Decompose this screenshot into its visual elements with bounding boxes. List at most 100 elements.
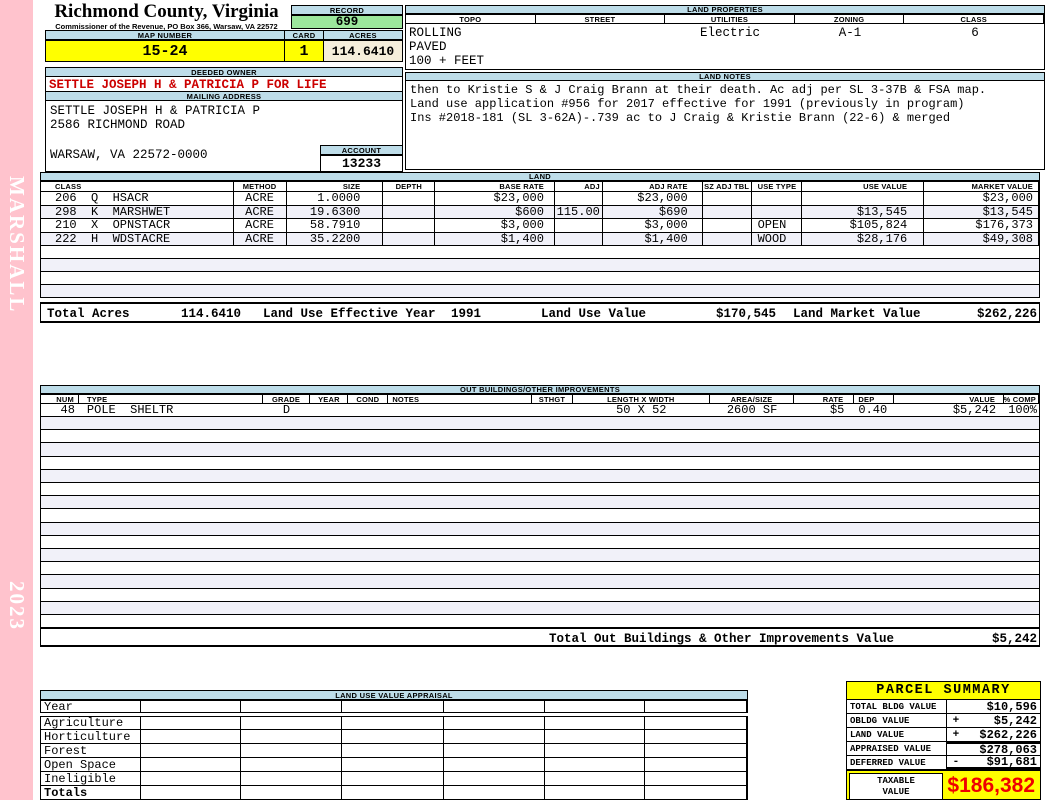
- land-use-appraisal-cell: [545, 730, 646, 743]
- land-column-header: ADJ RATE: [602, 182, 703, 191]
- parcel-summary-row-values: + $5,242: [947, 713, 1040, 728]
- class-value: 6: [971, 26, 979, 40]
- out-buildings-column-header: COND: [348, 395, 389, 403]
- land-properties-column-header: UTILITIES: [665, 15, 795, 23]
- out-buildings-column-header: GRADE: [262, 395, 311, 403]
- land-properties-box: [405, 24, 1045, 70]
- page-subtitle: Commissioner of the Revenue, PO Box 366,…: [55, 22, 278, 31]
- mailing-line: WARSAW, VA 22572-0000: [50, 148, 208, 162]
- land-cell: [383, 219, 436, 232]
- out-buildings-cell: 100%: [1008, 404, 1038, 416]
- land-market-value-label: Land Market Value: [793, 307, 921, 321]
- land-use-appraisal-cell: [645, 730, 747, 743]
- land-note: then to Kristie S & J Craig Brann at the…: [410, 83, 987, 97]
- land-cell: $28,176: [802, 232, 925, 245]
- parcel-summary-operator: +: [952, 714, 960, 727]
- out-buildings-empty-row: [40, 469, 1040, 483]
- card-label: CARD: [284, 30, 324, 40]
- land-properties-label: LAND PROPERTIES: [405, 5, 1045, 14]
- land-cell: $23,000: [603, 192, 703, 205]
- total-acres-value: 114.6410: [181, 307, 242, 321]
- out-buildings-column-header: VALUE: [894, 395, 1005, 403]
- out-buildings-empty-row: [40, 430, 1040, 444]
- land-cell: [555, 232, 603, 245]
- land-use-appraisal-cell: Forest: [41, 744, 141, 757]
- land-cell: WOOD: [752, 232, 803, 245]
- land-cell: 19.6300: [287, 205, 384, 218]
- out-buildings-column-header: LENGTH X WIDTH: [572, 395, 710, 403]
- land-use-appraisal-cell: [444, 744, 545, 757]
- land-use-appraisal-cell: [241, 772, 343, 785]
- land-properties-column-header: CLASS: [904, 15, 1044, 23]
- year-watermark: 2023: [5, 580, 29, 631]
- out-buildings-empty-row: [40, 509, 1040, 523]
- parcel-summary-value: $10,596: [986, 699, 1037, 714]
- land-use-appraisal-row: Horticulture: [40, 730, 748, 744]
- effective-year-label: Land Use Effective Year: [263, 307, 436, 321]
- land-use-value: $170,545: [715, 307, 776, 321]
- parcel-summary-row-label: TOTAL BLDG VALUE: [847, 700, 947, 713]
- parcel-summary-value: $278,063: [979, 742, 1037, 757]
- land-use-appraisal-label: LAND USE VALUE APPRAISAL: [40, 690, 748, 700]
- land-column-header: ADJ: [554, 182, 603, 191]
- parcel-summary-row: LAND VALUE + $262,226: [846, 728, 1041, 742]
- parcel-summary-operator: [947, 700, 965, 713]
- out-buildings-cell: $5: [829, 404, 845, 416]
- land-cell: [383, 232, 436, 245]
- land-use-appraisal-cell: Year: [41, 701, 141, 712]
- out-buildings-column-header: YEAR: [310, 395, 349, 403]
- record-value: 699: [291, 15, 403, 29]
- land-use-appraisal-row: Forest: [40, 744, 748, 758]
- land-table-row: 210 X OPNSTACR ACRE 58.7910 $3,000 $3,000 OPE…: [40, 219, 1040, 233]
- land-cell: [752, 205, 803, 218]
- land-cell: $105,824: [802, 219, 925, 232]
- out-buildings-column-header: % COMP: [1004, 395, 1040, 403]
- card-value: 1: [284, 40, 324, 62]
- land-properties-column-header: ZONING: [794, 15, 905, 23]
- land-market-value: $262,226: [976, 307, 1037, 321]
- land-totals-row: Total Acres 114.6410 Land Use Effective …: [40, 302, 1040, 323]
- land-cell: $23,000: [435, 192, 555, 205]
- parcel-summary-value: $5,242: [993, 713, 1037, 728]
- out-buildings-empty-row: [40, 443, 1040, 457]
- land-use-appraisal-cell: [141, 772, 242, 785]
- land-use-appraisal-cell: [545, 772, 646, 785]
- land-use-appraisal-cell: [444, 730, 545, 743]
- land-use-appraisal-row: Year: [40, 700, 748, 713]
- parcel-summary-row: APPRAISED VALUE $278,063: [846, 742, 1041, 757]
- out-buildings-total-row: Total Out Buildings & Other Improvements…: [40, 627, 1040, 647]
- land-cell: [383, 205, 436, 218]
- out-buildings-cell: D: [282, 404, 291, 416]
- land-cell: $1,400: [603, 232, 703, 245]
- land-cell: 115.00: [555, 205, 603, 218]
- land-column-header: MARKET VALUE: [924, 182, 1039, 191]
- land-cell: ACRE: [234, 205, 287, 218]
- land-properties-column-header: TOPO: [406, 15, 536, 23]
- land-cell: $176,373: [924, 219, 1039, 232]
- land-cell: [555, 219, 603, 232]
- out-buildings-column-header: AREA/SIZE: [709, 395, 795, 403]
- parcel-summary-operator: -: [952, 755, 960, 768]
- deeded-owner-value: SETTLE JOSEPH H & PATRICIA P FOR LIFE: [45, 76, 403, 92]
- zoning-value: A-1: [838, 26, 862, 40]
- land-use-appraisal-cell: [342, 786, 444, 799]
- land-table-row: 222 H WDSTACRE ACRE 35.2200 $1,400 $1,400 WOO…: [40, 232, 1040, 246]
- parcel-summary-row-label: APPRAISED VALUE: [847, 742, 947, 755]
- out-buildings-empty-row: [40, 535, 1040, 549]
- land-notes-box: then to Kristie S & J Craig Brann at the…: [405, 81, 1045, 170]
- account-value: 13233: [320, 155, 403, 172]
- out-buildings-empty-row: [40, 588, 1040, 602]
- land-use-appraisal-cell: Ineligible: [41, 772, 141, 785]
- land-cell: $690: [603, 205, 703, 218]
- land-cell: $49,308: [924, 232, 1039, 245]
- land-use-appraisal-row: Open Space: [40, 758, 748, 772]
- land-cell: $23,000: [924, 192, 1039, 205]
- land-cell: [802, 192, 925, 205]
- land-use-appraisal-cell: [241, 758, 343, 771]
- land-use-appraisal-cell: [645, 772, 747, 785]
- land-cell: [752, 192, 803, 205]
- parcel-summary-row-values: $278,063: [946, 742, 1040, 757]
- land-use-appraisal-cell: [241, 744, 343, 757]
- out-buildings-empty-row: [40, 575, 1040, 589]
